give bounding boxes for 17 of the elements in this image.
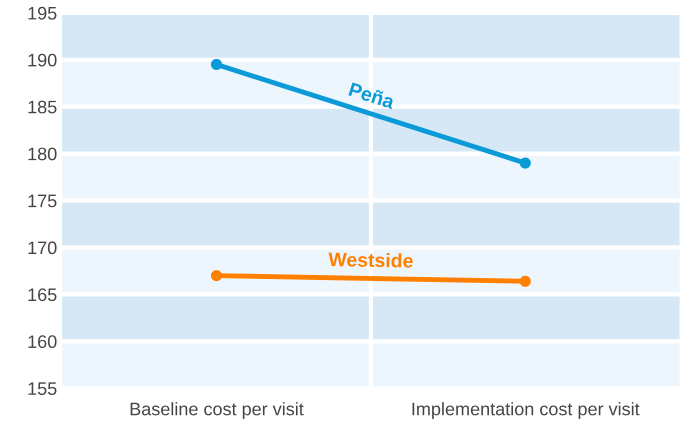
x-tick-label: Implementation cost per visit	[412, 402, 640, 419]
text: Peña	[348, 82, 396, 110]
y-tick-label: 195	[28, 6, 56, 20]
y-tick-label: 190	[28, 54, 57, 67]
y-tick-label: 180	[28, 148, 57, 160]
point	[210, 58, 222, 70]
y-tick-label: 175	[28, 194, 56, 208]
x-tick-label: Baseline cost per visit	[130, 402, 304, 419]
point	[520, 157, 531, 169]
y-tick-label: 170	[28, 241, 57, 254]
y-tick-label: 165	[28, 288, 56, 302]
y-tick-label: 160	[28, 335, 57, 348]
series-label: Westside	[328, 252, 413, 268]
point	[210, 270, 222, 282]
point	[520, 276, 531, 287]
y-tick-label: 185	[28, 100, 56, 114]
y-tick-label: 155	[28, 382, 56, 395]
